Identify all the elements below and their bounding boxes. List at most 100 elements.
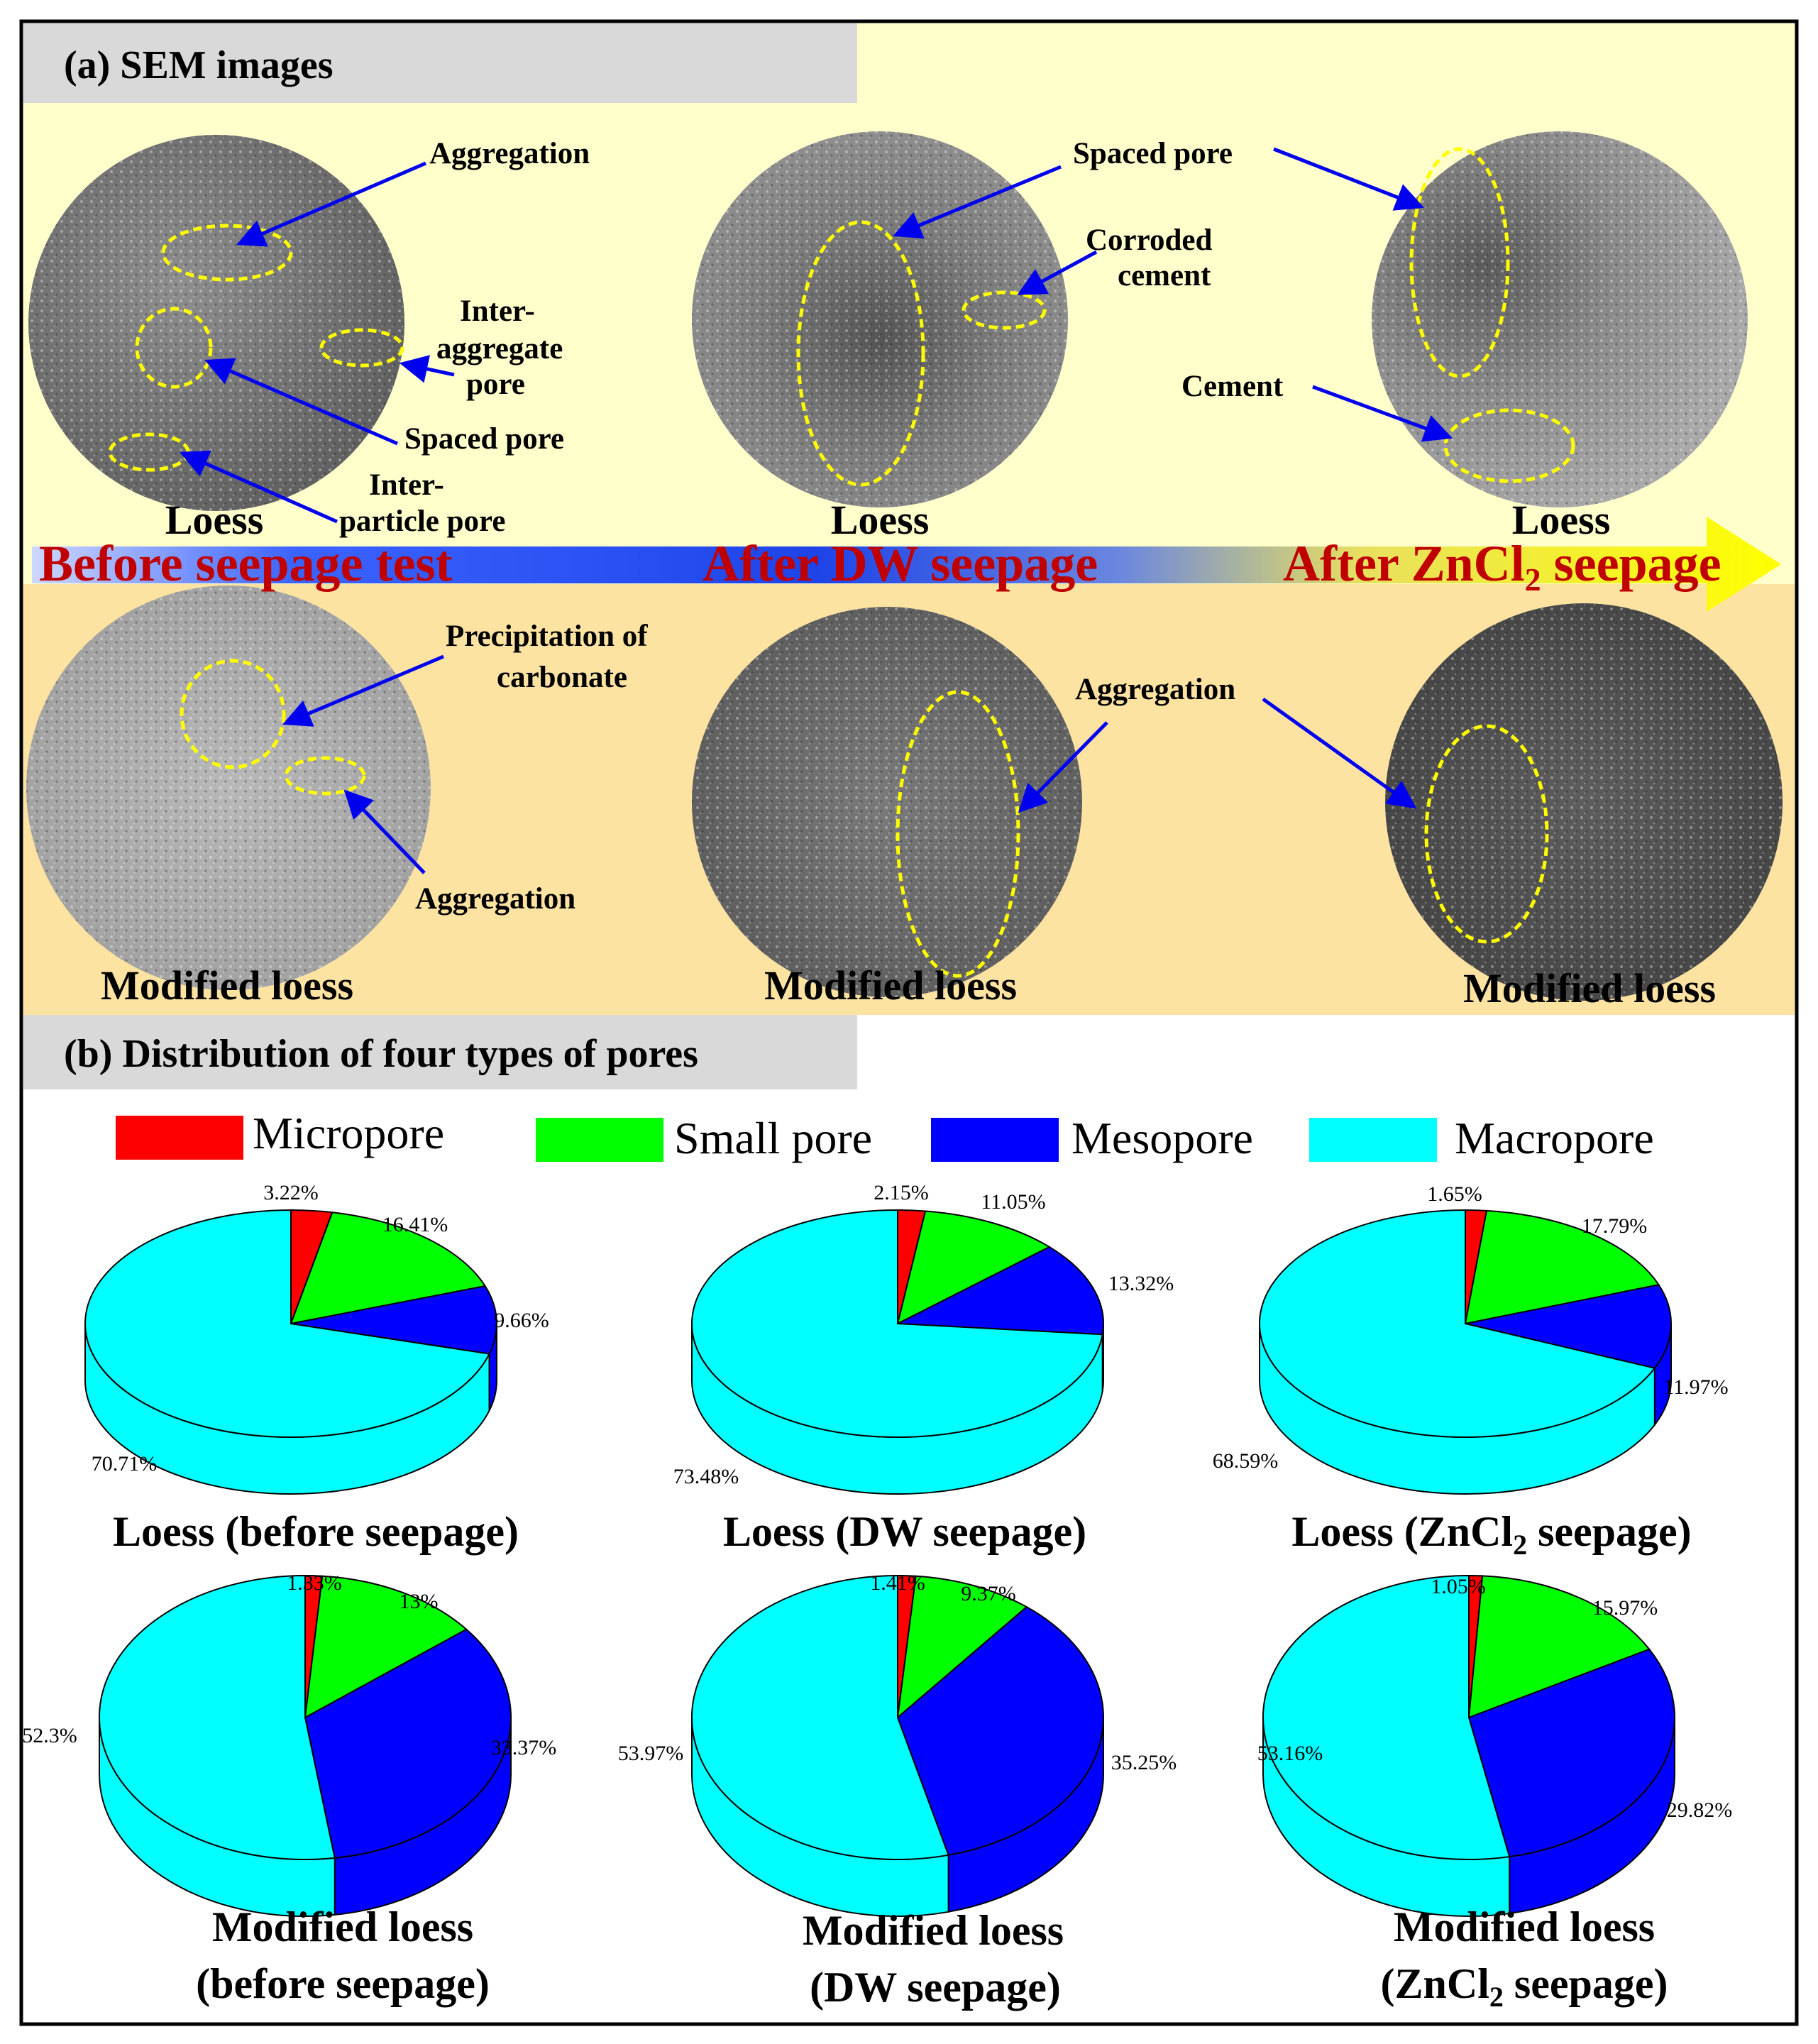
panel-a-title: (a) SEM images — [64, 43, 334, 87]
pie-2-small-pore-label: 11.05% — [981, 1190, 1045, 1214]
pie-2-macropore-slice — [691, 1209, 1103, 1438]
pie-3-small-pore-slice — [1464, 1209, 1660, 1325]
ellipse-spaced-pore — [135, 307, 213, 389]
caption-loess-zncl2: Loess — [1512, 497, 1611, 543]
sem-loess-dw-texture — [692, 131, 1068, 507]
pie-1-micropore-label: 3.22% — [263, 1181, 319, 1204]
pie-3-macropore-label: 68.59% — [1213, 1449, 1279, 1473]
legend-swatch-micropore — [116, 1116, 243, 1160]
arrow-spaced-pore — [204, 358, 398, 446]
pie-3-micropore-label: 1.65% — [1427, 1182, 1482, 1206]
ellipse-aggregation — [161, 224, 293, 282]
sem-loess-before-texture — [28, 135, 404, 511]
chart-title-mod-before-1: Modified loess — [212, 1903, 473, 1950]
pie-1-mesopore-label: 9.66% — [494, 1309, 549, 1332]
sem-modified-zncl2-texture — [1385, 603, 1783, 1001]
chart-title-loess-zncl2-main: Loess (ZnCl — [1291, 1508, 1513, 1555]
legend-label-micropore: Micropore — [253, 1108, 444, 1158]
chart-title-loess-before: Loess (before seepage) — [113, 1508, 519, 1555]
label-mod-dw-aggregation: Aggregation — [1075, 673, 1235, 706]
arrow-mod-dw-aggregation — [1018, 721, 1108, 813]
arrow-text-zncl2-tail: seepage — [1541, 535, 1721, 592]
arrow-inter-particle — [180, 450, 338, 524]
ellipse-cement — [1443, 408, 1575, 483]
pie-6-small-pore-label: 15.97% — [1592, 1596, 1658, 1620]
legend-label-mesopore: Mesopore — [1071, 1113, 1253, 1163]
arrow-mod-aggregation — [343, 789, 426, 874]
pie-3-macropore-slice — [1259, 1209, 1656, 1438]
panel-b-title: (b) Distribution of four types of pores — [64, 1032, 698, 1076]
pie-1-macropore-slice — [84, 1209, 491, 1438]
arrow-inter-aggregate — [399, 355, 455, 383]
label-mod-aggregation: Aggregation — [415, 882, 575, 916]
label-corroded-2: cement — [1118, 259, 1211, 292]
pie-2-mesopore-slice — [895, 1246, 1104, 1336]
pie-4-mesopore-label: 33.37% — [491, 1736, 557, 1759]
pie-1-small-pore-label: 16.41% — [382, 1213, 448, 1236]
chart-title-mod-before-2: (before seepage) — [196, 1960, 490, 2007]
chart-title-mod-dw-2: (DW seepage) — [810, 1964, 1061, 2011]
legend-swatch-small-pore — [536, 1118, 663, 1162]
panel-a-title-box — [23, 23, 857, 103]
process-arrow: Before seepage test After DW seepage Aft… — [32, 517, 1781, 612]
pie-4-mesopore-slice — [304, 1628, 512, 1859]
sem-images — [26, 131, 1783, 1001]
label-corroded-1: Corroded — [1086, 224, 1212, 257]
chart-title-mod-zncl2-2: (ZnCl2 seepage) — [1381, 1960, 1668, 2013]
pie-charts: 3.22% 16.41% 9.66% 70.71% 2.15% 11.05% 13.32% 7… — [22, 1181, 1733, 1918]
pie-4-macropore-label: 52.3% — [22, 1724, 77, 1747]
pie-5-small-pore-slice — [896, 1575, 1028, 1720]
pie-1-small-pore-slice — [290, 1211, 487, 1325]
arrow-text-before: Before seepage test — [39, 535, 452, 592]
legend-swatch-mesopore — [931, 1118, 1059, 1162]
pie-4-small-pore-label: 13% — [400, 1590, 439, 1613]
annotation-labels: Aggregation Inter- aggregate pore Spaced… — [339, 137, 1284, 916]
ellipse-mod-dw-aggregation — [896, 690, 1020, 978]
pie-6-mesopore-label: 29.82% — [1667, 1798, 1733, 1822]
sem-modified-dw-texture — [692, 607, 1082, 997]
pie-6-macropore-slice — [1262, 1574, 1511, 1860]
ellipse-mod-aggregation — [284, 756, 366, 796]
pie-4-macropore-slice — [99, 1574, 336, 1860]
caption-modified-zncl2: Modified loess — [1463, 965, 1716, 1011]
panel-b-title-box — [23, 1015, 857, 1089]
chart-title-mod-zncl2-2-sub: 2 — [1489, 1981, 1504, 2013]
pie-2-macropore-label: 73.48% — [673, 1465, 739, 1488]
sem-loess-zncl2-texture — [1372, 131, 1748, 507]
sem-captions: Loess Loess Loess Modified loess Modifie… — [101, 497, 1716, 1011]
caption-modified-before: Modified loess — [101, 962, 353, 1009]
arrow-dw-spaced-pore — [893, 165, 1062, 239]
chart-title-loess-zncl2-tail: seepage) — [1527, 1508, 1692, 1555]
arrow-text-dw: After DW seepage — [703, 535, 1098, 592]
label-inter-particle-2: particle pore — [339, 505, 505, 538]
label-precipitation-2: carbonate — [497, 661, 627, 694]
pie-6-macropore-label: 53.16% — [1257, 1742, 1323, 1765]
arrow-cement — [1312, 385, 1453, 442]
label-inter-aggregate-3: pore — [466, 368, 525, 401]
arrow-text-zncl2-main: After ZnCl — [1283, 535, 1525, 592]
label-inter-aggregate-1: Inter- — [460, 295, 535, 328]
arrow-text-zncl2: After ZnCl2 seepage — [1283, 535, 1721, 598]
pie-3-mesopore-label: 11.97% — [1663, 1375, 1728, 1399]
pie-5-macropore-label: 53.97% — [618, 1742, 684, 1765]
process-arrow-shape — [32, 517, 1781, 612]
highlight-ellipses — [108, 147, 1575, 978]
pie-5-micropore-label: 1.41% — [870, 1571, 925, 1595]
arrow-zncl2-spaced-pore — [1273, 147, 1424, 211]
ellipse-mod-zncl2-aggregation — [1424, 724, 1549, 944]
arrow-precipitation — [282, 654, 444, 727]
pie-5-mesopore-slice — [896, 1605, 1104, 1856]
pie-5-mesopore-label: 35.25% — [1111, 1751, 1177, 1774]
chart-title-loess-zncl2: Loess (ZnCl2 seepage) — [1291, 1508, 1691, 1561]
label-spaced-pore: Spaced pore — [404, 422, 564, 456]
arrow-mod-zncl2-aggregation — [1262, 697, 1417, 809]
pie-6-small-pore-slice — [1467, 1575, 1651, 1719]
legend: Micropore Small pore Mesopore Macropore — [116, 1108, 1654, 1163]
label-inter-aggregate-2: aggregate — [436, 332, 563, 366]
ellipse-corroded-cement — [962, 290, 1047, 330]
pie-3-mesopore-slice — [1465, 1284, 1672, 1369]
pie-6-mesopore-slice — [1467, 1648, 1675, 1858]
arrow-aggregation — [236, 161, 426, 247]
legend-label-macropore: Macropore — [1455, 1113, 1654, 1163]
